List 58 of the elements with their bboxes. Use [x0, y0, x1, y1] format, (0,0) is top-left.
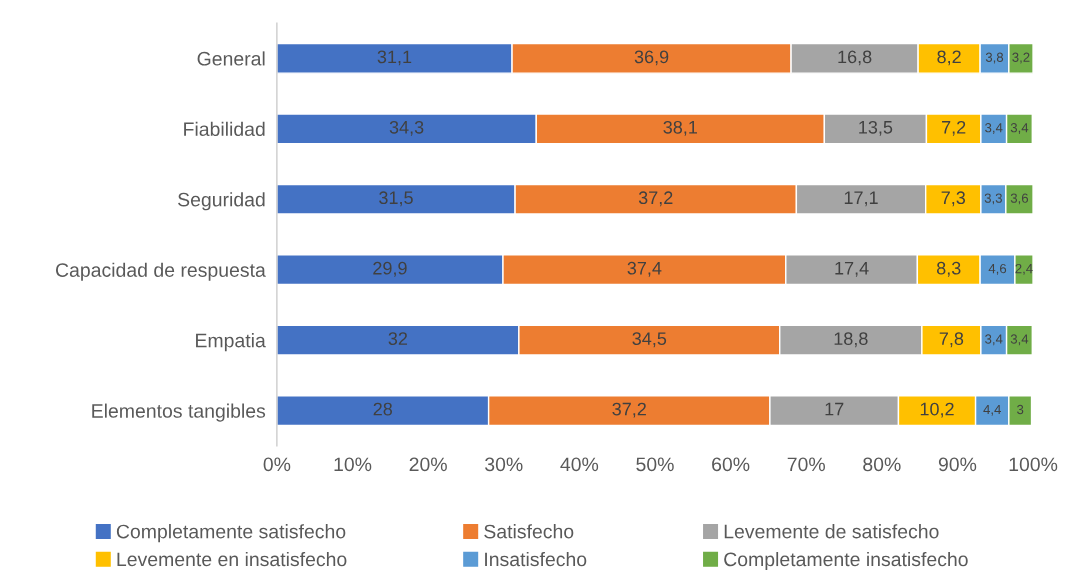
- data-label: 3,4: [985, 123, 1003, 134]
- data-label: 4,6: [988, 263, 1007, 275]
- x-tick-label: 30%: [485, 457, 523, 472]
- x-tick-label: 80%: [863, 457, 901, 472]
- data-label: 16,8: [838, 50, 872, 66]
- data-label: 7,3: [941, 191, 966, 207]
- data-label: 37,2: [612, 402, 646, 418]
- legend-label: Insatisfecho: [485, 551, 587, 567]
- data-label: 17: [825, 402, 844, 416]
- data-label: 3,8: [985, 52, 1004, 64]
- legend-label: Completamente satisfecho: [116, 524, 346, 543]
- data-label: 28: [373, 402, 393, 416]
- legend-label: Levemente en insatisfecho: [117, 551, 347, 567]
- x-tick-label: 90%: [938, 457, 977, 472]
- legend-label: Levemente de satisfecho: [724, 524, 939, 539]
- x-tick-label: 50%: [636, 457, 674, 472]
- data-label: 34,5: [632, 332, 667, 348]
- y-tick-label: General: [197, 51, 265, 66]
- data-label: 13,5: [859, 120, 893, 136]
- data-label: 37,4: [627, 261, 662, 277]
- y-tick-label: Empatia: [196, 333, 266, 352]
- x-tick-label: 60%: [712, 457, 750, 472]
- data-label: 17,1: [844, 191, 878, 207]
- x-tick-label: 100%: [1009, 457, 1058, 472]
- data-label: 8,2: [937, 50, 961, 66]
- data-label: 32: [388, 332, 408, 346]
- legend-label: Completamente insatisfecho: [724, 551, 968, 571]
- x-tick-label: 40%: [560, 457, 599, 472]
- data-label: 37,2: [638, 191, 673, 207]
- x-tick-label: 70%: [787, 457, 825, 472]
- data-label: 7,2: [942, 120, 966, 136]
- data-label: 3: [1017, 404, 1024, 415]
- data-label: 17,4: [835, 261, 869, 277]
- y-tick-label: Elementos tangibles: [92, 403, 266, 422]
- data-label: 18,8: [834, 332, 868, 348]
- data-label: 7,8: [939, 332, 964, 348]
- data-label: 3,4: [985, 334, 1003, 346]
- y-tick-label: Seguridad: [178, 192, 265, 211]
- data-label: 10,2: [920, 402, 954, 418]
- data-label: 8,3: [936, 261, 961, 277]
- x-tick-label: 10%: [334, 457, 372, 472]
- legend-label: Satisfecho: [484, 524, 574, 539]
- data-label: 34,3: [389, 120, 424, 136]
- data-label: 3,6: [1010, 193, 1029, 205]
- data-label: 38,1: [663, 120, 697, 136]
- data-label: 29,9: [373, 261, 407, 277]
- data-label: 4,4: [983, 404, 1001, 416]
- y-tick-label: Fiabilidad: [184, 121, 265, 137]
- y-tick-label: Capacidad de respuesta: [56, 262, 266, 281]
- x-tick-label: 0%: [263, 457, 291, 472]
- x-tick-label: 20%: [409, 457, 447, 472]
- data-label: 3,4: [1010, 123, 1029, 134]
- data-label: 31,1: [377, 50, 412, 66]
- data-label: 36,9: [634, 50, 669, 66]
- data-label: 3,4: [1010, 334, 1029, 346]
- data-label: 3,2: [1012, 52, 1030, 64]
- data-label: 3,3: [984, 193, 1002, 205]
- data-label: 31,5: [379, 191, 413, 207]
